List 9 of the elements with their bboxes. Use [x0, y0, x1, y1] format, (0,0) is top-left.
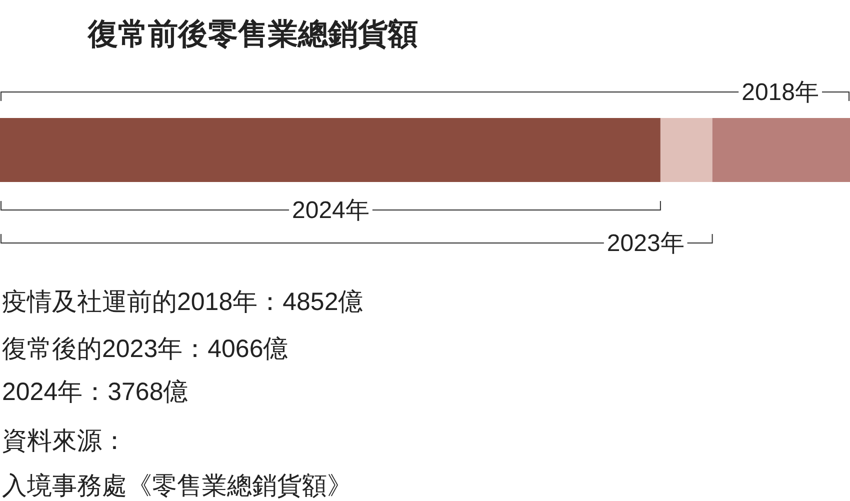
text: 疫情及社運前的2018年：4852億	[2, 288, 364, 316]
text: 2024年：3768億	[2, 378, 188, 406]
series-label: 2018年	[742, 79, 819, 106]
series-label: 2024年	[292, 197, 370, 224]
text: 復常後的2023年：4066億	[2, 335, 288, 363]
source-note: 資料來源：	[2, 427, 127, 455]
chart-title: 復常前後零售業總銷貨額	[87, 18, 418, 51]
series-label: 2023年	[606, 230, 684, 257]
text: 入境事務處《零售業總銷貨額》	[2, 472, 352, 500]
